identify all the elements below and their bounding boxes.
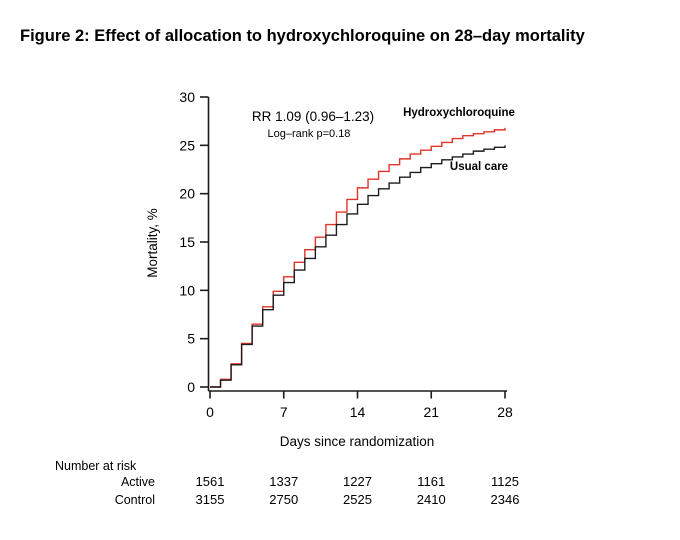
risk-value-active: 1337 [269, 474, 298, 489]
risk-value-control: 3155 [196, 492, 225, 507]
risk-value-control: 2410 [417, 492, 446, 507]
x-tick-label: 0 [206, 404, 214, 420]
rr-annotation: RR 1.09 (0.96–1.23) [252, 109, 374, 124]
curve-usual-care [210, 145, 506, 388]
risk-values: 1561 1337 1227 1161 1125 3155 2750 2525 2410 2346 [196, 474, 520, 507]
x-tick-label: 14 [350, 404, 366, 420]
risk-value-control: 2525 [343, 492, 372, 507]
curve-label-hydroxychloroquine: Hydroxychloroquine [403, 107, 515, 119]
risk-value-active: 1227 [343, 474, 372, 489]
x-tick-label: 7 [280, 404, 288, 420]
curve-label-usual-care: Usual care [450, 161, 508, 173]
risk-value-control: 2750 [269, 492, 298, 507]
figure-title: Figure 2: Effect of allocation to hydrox… [20, 27, 586, 45]
y-tick-label: 10 [179, 282, 195, 298]
x-axis: 0 7 14 21 28 [206, 390, 513, 420]
x-axis-label: Days since randomization [280, 434, 435, 449]
risk-value-active: 1161 [417, 474, 445, 489]
risk-table: Number at risk Active Control 1561 1337 12… [55, 459, 519, 507]
y-tick-label: 15 [179, 234, 195, 250]
risk-table-heading: Number at risk [55, 459, 137, 473]
x-tick-label: 21 [423, 404, 439, 420]
risk-value-active: 1561 [196, 474, 225, 489]
survival-curves [210, 127, 506, 388]
logrank-annotation: Log–rank p=0.18 [268, 128, 351, 140]
y-tick-label: 25 [179, 137, 195, 153]
y-tick-label: 0 [187, 379, 195, 395]
y-tick-label: 5 [187, 331, 195, 347]
x-tick-label: 28 [497, 404, 513, 420]
risk-value-active: 1125 [491, 474, 519, 489]
risk-value-control: 2346 [491, 492, 520, 507]
y-tick-label: 30 [179, 89, 195, 105]
risk-row-label-active: Active [121, 475, 155, 489]
risk-row-label-control: Control [115, 493, 155, 507]
y-axis-label: Mortality, % [145, 208, 160, 278]
y-tick-label: 20 [179, 186, 195, 202]
y-axis: 0 5 10 15 20 25 30 [179, 89, 210, 395]
